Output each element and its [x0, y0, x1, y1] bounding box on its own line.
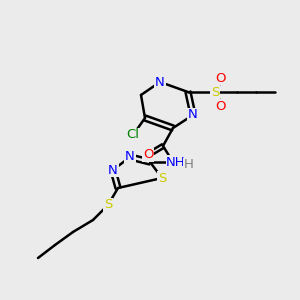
Text: S: S: [104, 199, 112, 212]
Text: Cl: Cl: [127, 128, 140, 142]
Text: NH: NH: [166, 155, 186, 169]
Text: N: N: [108, 164, 118, 176]
Text: S: S: [158, 172, 166, 184]
Text: O: O: [215, 100, 225, 112]
Text: N: N: [155, 76, 165, 88]
Text: S: S: [211, 85, 219, 98]
Text: N: N: [125, 151, 135, 164]
Text: O: O: [143, 148, 153, 161]
Text: O: O: [215, 71, 225, 85]
Text: N: N: [188, 109, 198, 122]
Text: H: H: [184, 158, 194, 172]
